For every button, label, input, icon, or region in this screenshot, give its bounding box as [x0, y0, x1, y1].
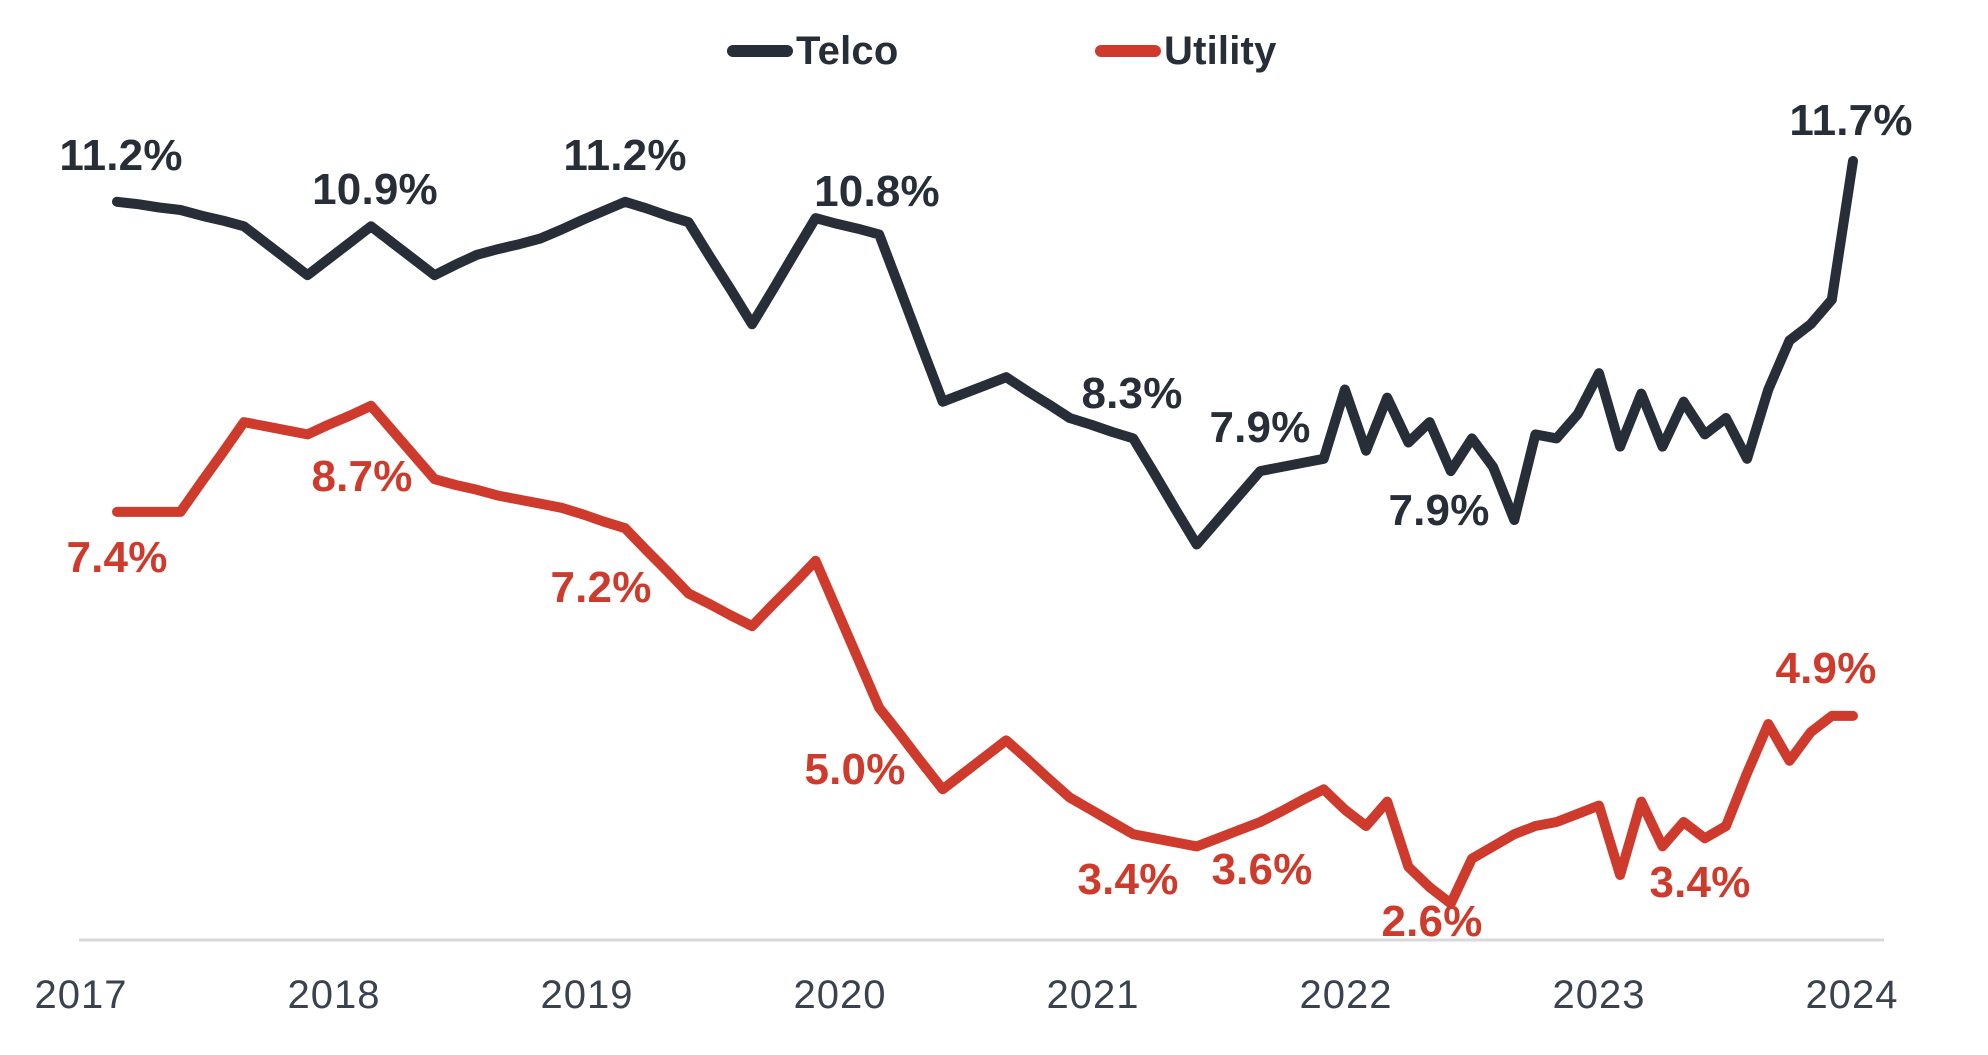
legend-item-telco: Telco: [727, 26, 899, 76]
utility-data-label: 8.7%: [311, 452, 412, 501]
legend-label-utility: Utility: [1164, 28, 1277, 73]
telco-data-label: 7.9%: [1209, 403, 1310, 452]
utility-data-label: 2.6%: [1381, 897, 1482, 946]
telco-data-label: 11.2%: [59, 131, 182, 180]
x-tick-label-2023: 2023: [1553, 973, 1646, 1017]
legend-label-telco: Telco: [796, 28, 899, 73]
telco-data-label: 10.9%: [312, 165, 438, 214]
telco-data-label: 11.7%: [1789, 96, 1912, 145]
x-tick-label-2019: 2019: [541, 973, 634, 1017]
x-tick-label-2018: 2018: [288, 973, 381, 1017]
utility-data-label: 3.4%: [1649, 858, 1750, 907]
utility-swatch-icon: [1095, 45, 1161, 57]
x-tick-label-2017: 2017: [35, 973, 128, 1017]
utility-line: [112, 400, 1858, 909]
utility-data-label: 7.2%: [550, 563, 651, 612]
utility-data-label: 3.4%: [1077, 855, 1178, 904]
x-tick-label-2021: 2021: [1047, 973, 1140, 1017]
telco-data-label: 11.2%: [563, 131, 686, 180]
telco-swatch-icon: [727, 45, 793, 57]
legend-item-utility: Utility: [1095, 26, 1277, 76]
telco-data-label: 10.8%: [814, 167, 940, 216]
x-tick-label-2020: 2020: [794, 973, 887, 1017]
utility-data-label: 7.4%: [66, 533, 167, 582]
utility-data-label: 3.6%: [1211, 845, 1312, 894]
telco-data-label: 7.9%: [1388, 486, 1489, 535]
telco-data-label: 8.3%: [1081, 369, 1182, 418]
utility-data-label: 4.9%: [1775, 644, 1876, 693]
utility-data-label: 5.0%: [804, 745, 905, 794]
x-tick-label-2022: 2022: [1300, 973, 1393, 1017]
telco-line: [112, 156, 1858, 550]
x-tick-label-2024: 2024: [1806, 973, 1899, 1017]
